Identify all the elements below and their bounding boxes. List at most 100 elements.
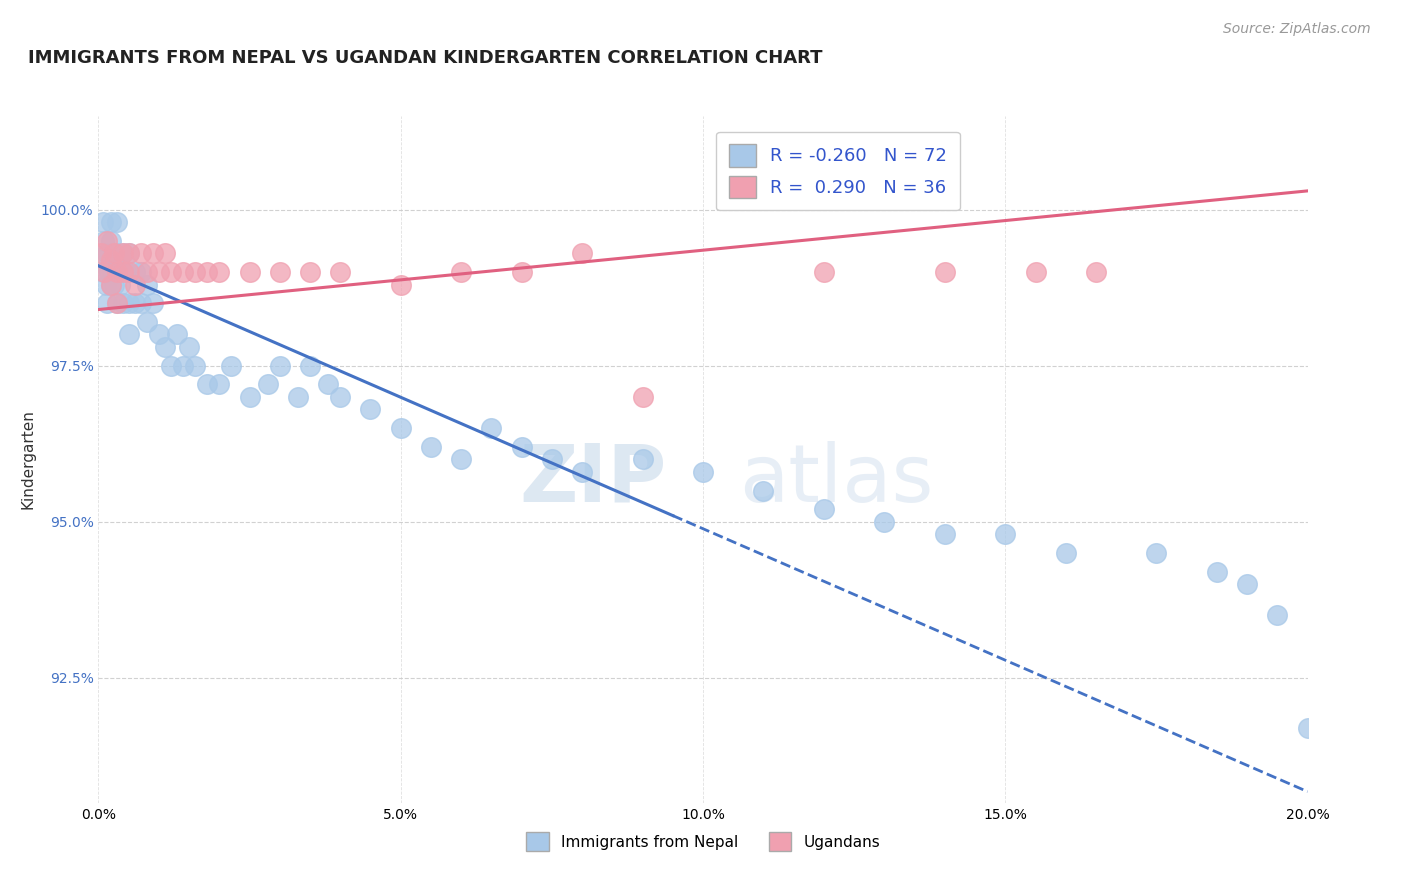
- Point: [124, 265, 146, 279]
- Point: [100, 215, 122, 229]
- Point: [631, 390, 654, 404]
- Text: IMMIGRANTS FROM NEPAL VS UGANDAN KINDERGARTEN CORRELATION CHART: IMMIGRANTS FROM NEPAL VS UGANDAN KINDERG…: [28, 49, 823, 67]
- Point: [111, 246, 134, 260]
- Point: [153, 246, 176, 260]
- Point: [129, 265, 152, 279]
- Point: [111, 265, 134, 279]
- Point: [105, 296, 128, 310]
- Point: [450, 452, 472, 467]
- Point: [107, 252, 129, 267]
- Point: [184, 265, 207, 279]
- Point: [540, 452, 562, 467]
- Point: [90, 246, 112, 260]
- Point: [299, 359, 322, 373]
- Point: [100, 265, 122, 279]
- Point: [239, 390, 262, 404]
- Point: [135, 315, 157, 329]
- Point: [329, 265, 352, 279]
- Point: [1236, 577, 1258, 591]
- Point: [100, 277, 122, 292]
- Point: [256, 377, 278, 392]
- Point: [98, 265, 121, 279]
- Point: [172, 265, 194, 279]
- Legend: Immigrants from Nepal, Ugandans: Immigrants from Nepal, Ugandans: [519, 826, 887, 857]
- Point: [510, 440, 533, 454]
- Point: [208, 265, 231, 279]
- Point: [135, 277, 157, 292]
- Point: [1024, 265, 1046, 279]
- Point: [148, 265, 170, 279]
- Point: [299, 265, 322, 279]
- Text: Source: ZipAtlas.com: Source: ZipAtlas.com: [1223, 22, 1371, 37]
- Point: [316, 377, 339, 392]
- Y-axis label: Kindergarten: Kindergarten: [20, 409, 35, 509]
- Point: [208, 377, 231, 392]
- Point: [510, 265, 533, 279]
- Point: [329, 390, 352, 404]
- Point: [124, 277, 146, 292]
- Point: [360, 402, 382, 417]
- Point: [420, 440, 443, 454]
- Point: [160, 359, 183, 373]
- Point: [124, 296, 146, 310]
- Point: [1054, 546, 1077, 560]
- Point: [153, 340, 176, 354]
- Point: [96, 296, 118, 310]
- Point: [1085, 265, 1108, 279]
- Point: [100, 252, 122, 267]
- Point: [100, 277, 122, 292]
- Point: [108, 277, 131, 292]
- Point: [118, 296, 141, 310]
- Point: [118, 265, 141, 279]
- Point: [239, 265, 262, 279]
- Point: [179, 340, 201, 354]
- Point: [160, 265, 183, 279]
- Point: [96, 246, 118, 260]
- Text: ZIP: ZIP: [519, 441, 666, 519]
- Point: [1206, 565, 1229, 579]
- Point: [129, 296, 152, 310]
- Point: [111, 246, 134, 260]
- Point: [813, 502, 835, 516]
- Point: [114, 265, 136, 279]
- Point: [994, 527, 1017, 541]
- Point: [752, 483, 775, 498]
- Point: [105, 265, 128, 279]
- Point: [142, 296, 165, 310]
- Point: [269, 359, 291, 373]
- Point: [118, 246, 141, 260]
- Point: [184, 359, 207, 373]
- Point: [571, 246, 593, 260]
- Point: [111, 296, 134, 310]
- Point: [103, 277, 125, 292]
- Point: [142, 246, 165, 260]
- Point: [103, 246, 125, 260]
- Text: atlas: atlas: [740, 441, 934, 519]
- Point: [873, 515, 896, 529]
- Point: [1296, 721, 1319, 735]
- Point: [481, 421, 503, 435]
- Point: [172, 359, 194, 373]
- Point: [934, 527, 956, 541]
- Point: [269, 265, 291, 279]
- Point: [118, 246, 141, 260]
- Point: [105, 246, 128, 260]
- Point: [450, 265, 472, 279]
- Point: [93, 265, 115, 279]
- Point: [93, 234, 115, 248]
- Point: [111, 265, 134, 279]
- Point: [631, 452, 654, 467]
- Point: [1267, 608, 1289, 623]
- Point: [105, 215, 128, 229]
- Point: [813, 265, 835, 279]
- Point: [103, 246, 125, 260]
- Point: [91, 215, 114, 229]
- Point: [166, 327, 188, 342]
- Point: [934, 265, 956, 279]
- Point: [287, 390, 309, 404]
- Point: [100, 234, 122, 248]
- Point: [692, 465, 714, 479]
- Point: [105, 265, 128, 279]
- Point: [93, 265, 115, 279]
- Point: [135, 265, 157, 279]
